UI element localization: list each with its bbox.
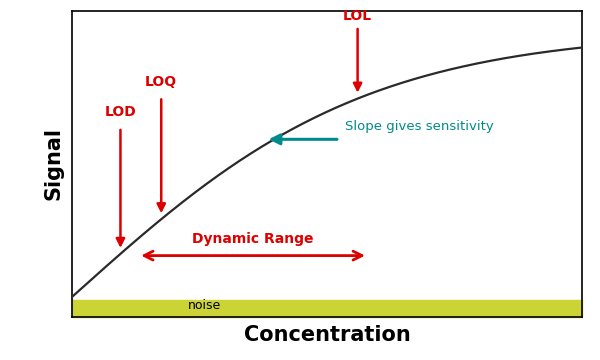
Text: LOD: LOD [104,105,136,120]
Text: noise: noise [188,299,221,312]
Text: LOL: LOL [343,9,372,23]
Bar [72,300,582,317]
Text: LOQ: LOQ [145,75,178,89]
X-axis label: Concentration: Concentration [244,325,410,345]
Text: Slope gives sensitivity: Slope gives sensitivity [345,120,494,133]
Text: Dynamic Range: Dynamic Range [192,233,314,246]
Y-axis label: Signal: Signal [44,127,64,200]
